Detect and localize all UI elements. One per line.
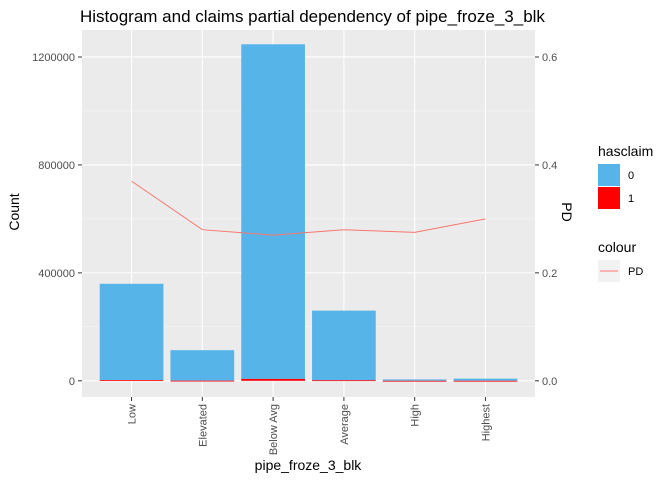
y-tick-label: 0	[69, 376, 75, 388]
chart-title: Histogram and claims partial dependency …	[80, 7, 545, 26]
legend-swatch	[598, 164, 620, 186]
bar-hasclaim-1	[453, 380, 518, 382]
legend-swatch	[598, 187, 620, 209]
bar-hasclaim-0	[382, 379, 447, 381]
x-tick-label: Low	[127, 404, 139, 424]
legend-label: 0	[628, 170, 634, 182]
x-axis-title: pipe_froze_3_blk	[255, 457, 363, 473]
x-tick-label: Highest	[480, 404, 492, 441]
pd-line	[131, 180, 486, 236]
y-tick-label: 400000	[38, 268, 75, 280]
y2-tick-label: 0.4	[542, 160, 557, 172]
y-tick-label: 1200000	[32, 52, 75, 64]
bar-hasclaim-0	[453, 378, 518, 381]
legend-title-colour: colour	[598, 239, 636, 255]
x-tick-label: High	[410, 404, 422, 427]
bar-hasclaim-1	[312, 380, 376, 382]
x-tick-label: Below Avg	[268, 404, 280, 455]
y-axis-title: Count	[6, 193, 22, 230]
bar-hasclaim-1	[382, 380, 447, 382]
bar-hasclaim-0	[170, 350, 235, 381]
y-tick-label: 800000	[38, 160, 75, 172]
y2-axis-title: PD	[559, 202, 575, 221]
bar-hasclaim-0	[312, 310, 376, 381]
legend-label: PD	[628, 266, 643, 278]
y2-tick-label: 0.2	[542, 268, 557, 280]
y2-tick-label: 0.6	[542, 52, 557, 64]
bar-hasclaim-1	[241, 378, 305, 381]
legend-title-hasclaim: hasclaim	[598, 143, 653, 159]
x-tick-label: Average	[339, 404, 351, 445]
bar-hasclaim-0	[99, 283, 164, 381]
bar-hasclaim-0	[241, 44, 305, 379]
y2-tick-label: 0.0	[542, 376, 557, 388]
bar-hasclaim-1	[170, 380, 235, 382]
x-tick-label: Elevated	[197, 404, 209, 447]
legend-label: 1	[628, 193, 634, 205]
bar-hasclaim-1	[99, 380, 164, 381]
